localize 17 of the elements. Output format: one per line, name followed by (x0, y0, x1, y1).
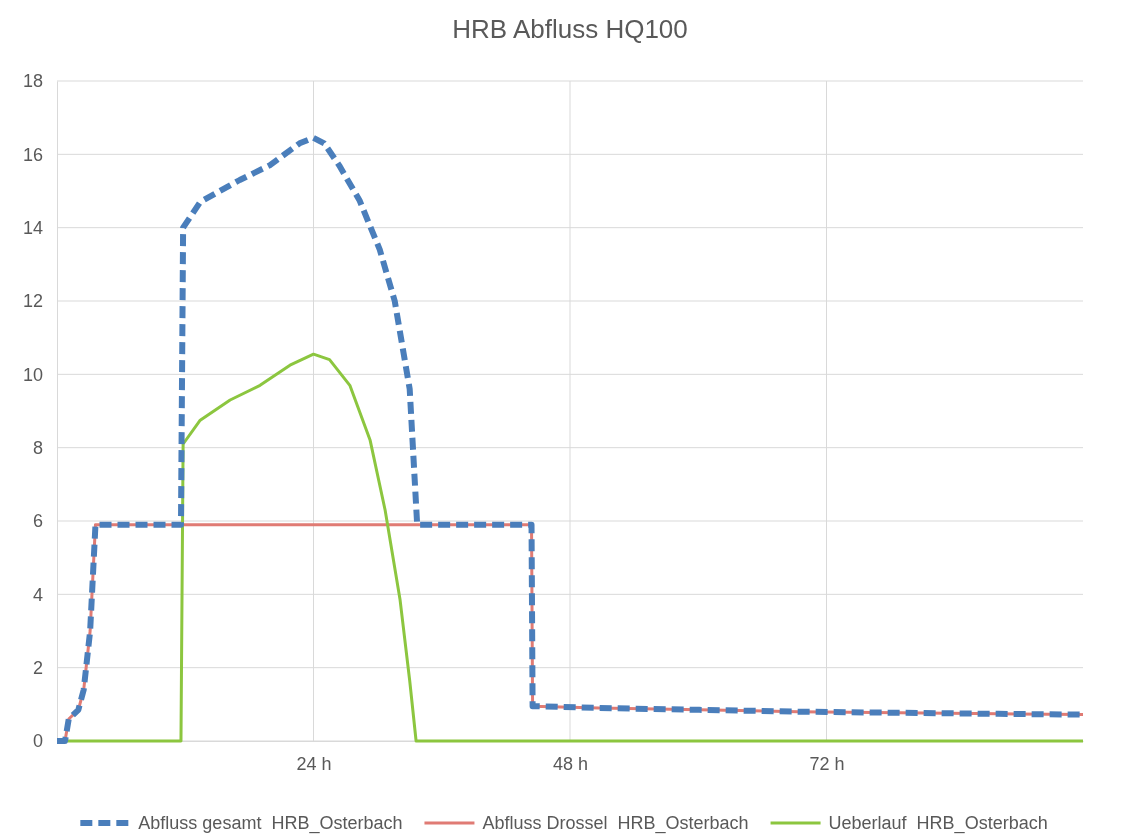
legend-label: Abfluss Drossel HRB_Osterbach (482, 813, 749, 834)
legend-label: Abfluss gesamt HRB_Osterbach (138, 813, 403, 834)
x-tick-label: 72 h (809, 753, 845, 774)
y-tick-label: 14 (22, 217, 43, 238)
y-tick-label: 4 (32, 584, 43, 605)
y-tick-label: 8 (32, 437, 43, 458)
x-tick-label: 48 h (552, 753, 589, 774)
y-tick-label: 18 (22, 71, 43, 92)
y-tick-label: 16 (22, 144, 43, 165)
legend-label: Ueberlauf HRB_Osterbach (828, 813, 1048, 834)
y-tick-label: 12 (22, 291, 43, 312)
y-tick-label: 10 (22, 364, 43, 385)
y-tick-label: 0 (32, 731, 43, 752)
y-tick-label: 2 (32, 657, 43, 678)
x-tick-label: 24 h (296, 753, 332, 774)
y-tick-label: 6 (32, 511, 43, 532)
chart-title: HRB Abfluss HQ100 (452, 14, 688, 44)
